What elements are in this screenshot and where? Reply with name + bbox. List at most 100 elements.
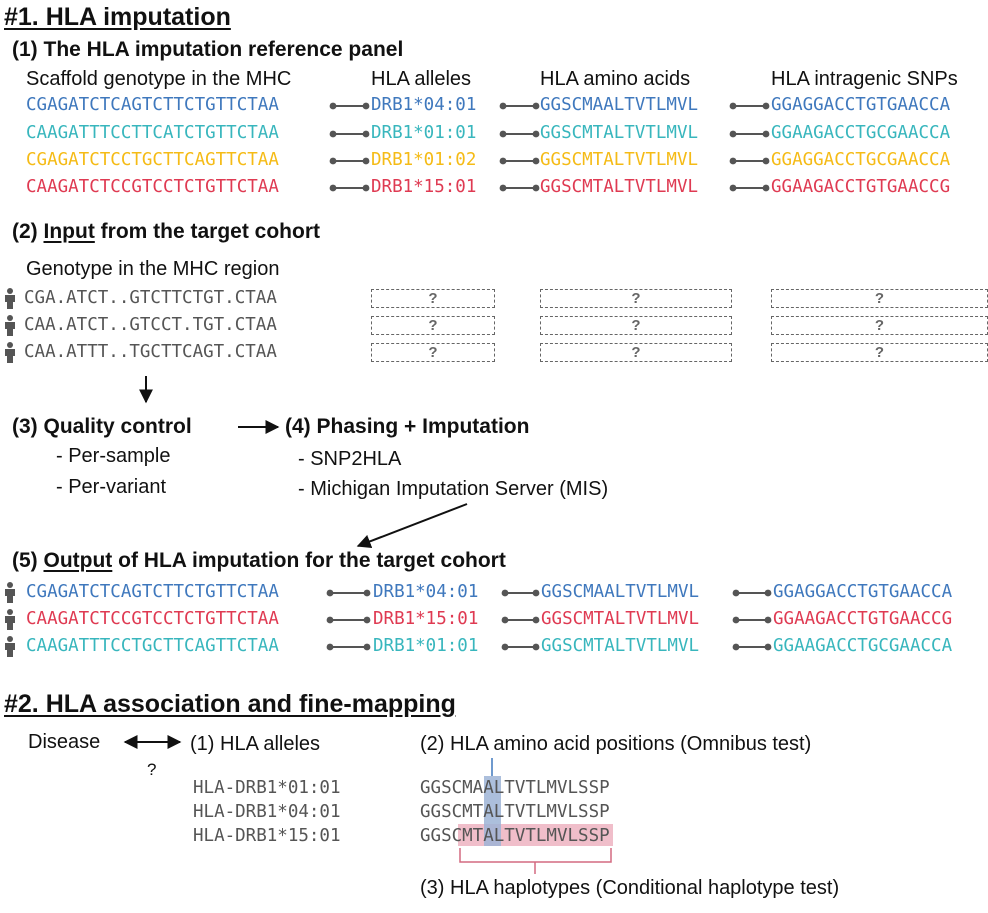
disease-label: Disease xyxy=(28,731,101,753)
connector-dot xyxy=(532,157,540,165)
connector-dot xyxy=(499,184,507,192)
section1-title: #1. HLA imputation xyxy=(4,3,231,31)
unknown-box: ? xyxy=(540,316,732,335)
connector-dot xyxy=(329,130,337,138)
connector-dot xyxy=(532,130,540,138)
phasing-title: (4) Phasing + Imputation xyxy=(285,415,530,438)
aa-sequence: GGSCMTALTVTLMVLSSP xyxy=(420,826,610,846)
connector-dot xyxy=(532,616,540,624)
phasing-item-mis: - Michigan Imputation Server (MIS) xyxy=(298,478,609,500)
qc-item-per-sample: - Per-sample xyxy=(56,445,171,467)
connector-dot xyxy=(362,184,370,192)
connector-dot xyxy=(732,589,740,597)
connector-dot xyxy=(499,130,507,138)
qc-title: (3) Quality control xyxy=(12,415,192,438)
panel-aa: GGSCMTALTVTLMVL xyxy=(540,150,699,170)
allele-list-item: HLA-DRB1*04:01 xyxy=(193,802,341,822)
connector-dot xyxy=(363,589,371,597)
panel-allele: DRB1*01:01 xyxy=(371,123,477,143)
connector-dot xyxy=(762,157,770,165)
output-aa: GGSCMTALTVTLMVL xyxy=(541,636,700,656)
connector-dot xyxy=(363,616,371,624)
connector-dot xyxy=(329,184,337,192)
col-header-scaffold: Scaffold genotype in the MHC xyxy=(26,68,292,90)
panel-scaffold: CAAGATCTCCGTCCTCTGTTCTAA xyxy=(26,177,279,197)
qc-item-per-variant: - Per-variant xyxy=(56,476,167,498)
output-snps: GGAGGACCTGTGAACCA xyxy=(773,582,953,602)
connector-dot xyxy=(363,643,371,651)
person-icon xyxy=(5,342,15,363)
panel-snps: GGAGGACCTGCGAACCA xyxy=(771,150,951,170)
allele-list-item: HLA-DRB1*15:01 xyxy=(193,826,341,846)
output-allele: DRB1*01:01 xyxy=(373,636,479,656)
output-aa: GGSCMAALTVTLMVL xyxy=(541,582,700,602)
panel-allele: DRB1*04:01 xyxy=(371,95,477,115)
person-icon xyxy=(5,582,15,603)
input-label: Genotype in the MHC region xyxy=(26,258,280,280)
connector-dot xyxy=(732,616,740,624)
connector-dot xyxy=(729,102,737,110)
phasing-item-snp2hla: - SNP2HLA xyxy=(298,448,402,470)
output-scaffold: CAAGATTTCCTGCTTCAGTTCTAA xyxy=(26,636,279,656)
allele-list-item: HLA-DRB1*01:01 xyxy=(193,778,341,798)
col-header-alleles: HLA alleles xyxy=(371,68,472,90)
output-scaffold: CAAGATCTCCGTCCTCTGTTCTAA xyxy=(26,609,279,629)
connector-dot xyxy=(764,589,772,597)
connector-dot xyxy=(762,102,770,110)
panel-scaffold: CGAGATCTCCTGCTTCAGTTCTAA xyxy=(26,150,279,170)
connector-dot xyxy=(732,643,740,651)
question-mark: ? xyxy=(147,760,157,779)
connector-dot xyxy=(501,616,509,624)
input-genotype: CAA.ATCT..GTCCT.TGT.CTAA xyxy=(24,315,277,335)
panel-scaffold: CGAGATCTCAGTCTTCTGTTCTAA xyxy=(26,95,279,115)
input-genotype: CAA.ATTT..TGCTTCAGT.CTAA xyxy=(24,342,277,362)
panel-scaffold: CAAGATTTCCTTCATCTGTTCTAA xyxy=(26,123,279,143)
connector-dot xyxy=(762,130,770,138)
unknown-box: ? xyxy=(371,289,495,308)
panel-aa: GGSCMTALTVTLMVL xyxy=(540,177,699,197)
position-highlight xyxy=(484,776,501,846)
output-aa: GGSCMTALTVTLMVL xyxy=(541,609,700,629)
panel-title: (1) The HLA imputation reference panel xyxy=(12,38,404,61)
connector-dot xyxy=(329,157,337,165)
input-title: (2) Input from the target cohort xyxy=(12,220,320,243)
output-title: (5) Output of HLA imputation for the tar… xyxy=(12,549,506,572)
unknown-box: ? xyxy=(540,343,732,362)
connector-dot xyxy=(532,102,540,110)
connector-dot xyxy=(764,643,772,651)
aa-sequence: GGSCMAALTVTLMVLSSP xyxy=(420,778,610,798)
connector-dot xyxy=(729,157,737,165)
connector-dot xyxy=(499,102,507,110)
person-icon xyxy=(5,609,15,630)
panel-aa: GGSCMTALTVTLMVL xyxy=(540,123,699,143)
section2-title: #2. HLA association and fine-mapping xyxy=(4,690,456,718)
connector-dot xyxy=(362,102,370,110)
unknown-box: ? xyxy=(371,316,495,335)
connector-dot xyxy=(729,184,737,192)
aa-positions-title: (2) HLA amino acid positions (Omnibus te… xyxy=(420,733,812,755)
connector-dot xyxy=(764,616,772,624)
col-header-aa: HLA amino acids xyxy=(540,68,691,90)
output-snps: GGAAGACCTGTGAACCG xyxy=(773,609,953,629)
person-icon xyxy=(5,636,15,657)
connector-dot xyxy=(326,643,334,651)
input-genotype: CGA.ATCT..GTCTTCTGT.CTAA xyxy=(24,288,277,308)
output-snps: GGAAGACCTGCGAACCA xyxy=(773,636,953,656)
panel-allele: DRB1*15:01 xyxy=(371,177,477,197)
connector-dot xyxy=(762,184,770,192)
connector-dot xyxy=(326,589,334,597)
aa-sequence: GGSCMTALTVTLMVLSSP xyxy=(420,802,610,822)
connector-dot xyxy=(362,130,370,138)
panel-aa: GGSCMAALTVTLMVL xyxy=(540,95,699,115)
connector-dot xyxy=(329,102,337,110)
panel-snps: GGAAGACCTGTGAACCG xyxy=(771,177,951,197)
output-scaffold: CGAGATCTCAGTCTTCTGTTCTAA xyxy=(26,582,279,602)
unknown-box: ? xyxy=(371,343,495,362)
haplotype-bracket xyxy=(459,848,612,874)
output-allele: DRB1*15:01 xyxy=(373,609,479,629)
haplotypes-title: (3) HLA haplotypes (Conditional haplotyp… xyxy=(420,877,840,899)
col-header-snps: HLA intragenic SNPs xyxy=(771,68,958,90)
alleles-title: (1) HLA alleles xyxy=(190,733,321,755)
connector-dot xyxy=(501,643,509,651)
